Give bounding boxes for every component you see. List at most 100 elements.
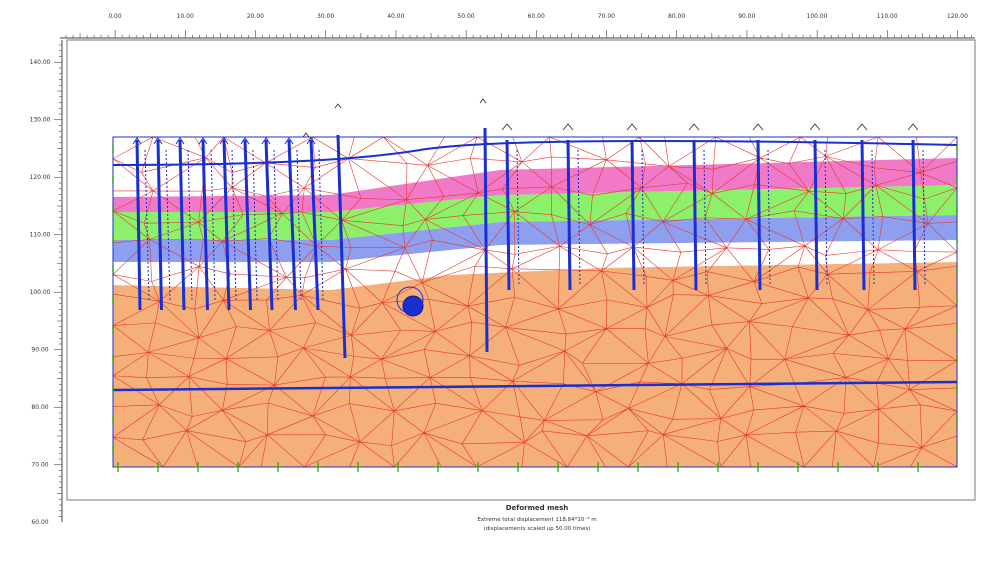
- anchor: [871, 149, 875, 286]
- rulers: 0.00 10.00 20.00 30.00 40.00 50.00 60.00 70.00 8…: [30, 13, 972, 526]
- fixity: [234, 462, 242, 472]
- fixity: [674, 462, 682, 472]
- top-ruler-label: 40.00: [387, 13, 404, 20]
- top-ruler-label: 80.00: [668, 13, 685, 20]
- anchor: [922, 149, 926, 286]
- pile: [135, 139, 142, 311]
- anchor: [824, 149, 828, 286]
- pile: [243, 139, 252, 311]
- tunnel-outline: [396, 286, 424, 314]
- anchor-head: [153, 137, 163, 145]
- fixity: [194, 462, 202, 472]
- anchor-head: [198, 137, 208, 145]
- anchor-head: [856, 123, 868, 131]
- top-ruler-label: 100.00: [807, 13, 828, 20]
- left-ruler-label: 70.00: [31, 462, 48, 469]
- pile: [264, 139, 274, 311]
- pile: [309, 139, 320, 311]
- top-ruler-label: 70.00: [598, 13, 615, 20]
- anchor: [252, 149, 258, 301]
- fixity: [474, 462, 482, 472]
- fixity: [594, 462, 602, 472]
- fixity: [314, 462, 322, 472]
- top-ruler-label: 90.00: [738, 13, 755, 20]
- anchor-head: [175, 137, 185, 145]
- tunnel: [402, 295, 424, 317]
- pile: [813, 139, 819, 291]
- pile: [505, 139, 511, 291]
- pile: [566, 139, 572, 291]
- geogrid: [112, 380, 958, 392]
- top-ruler-label: 110.00: [877, 13, 898, 20]
- pile: [911, 139, 917, 291]
- left-ruler-label: 80.00: [31, 404, 48, 411]
- soil-blue: [113, 215, 957, 262]
- fixity: [834, 462, 842, 472]
- pile: [201, 139, 209, 311]
- pile: [156, 139, 163, 311]
- fixity: [554, 462, 562, 472]
- top-ruler-label: 0.00: [108, 13, 122, 20]
- soil-orange: [113, 262, 957, 467]
- soil-pink: [113, 158, 957, 212]
- top-ruler-label: 20.00: [247, 13, 264, 20]
- fixity: [794, 462, 802, 472]
- fixity: [354, 462, 362, 472]
- anchor-head: [562, 123, 574, 131]
- fixity: [634, 462, 642, 472]
- anchor-head: [626, 123, 638, 131]
- left-ruler-label: 130.00: [30, 117, 51, 124]
- caption-line: (displacements scaled up 50.00 times): [484, 526, 591, 532]
- anchor: [144, 149, 150, 301]
- structures: [112, 98, 958, 472]
- left-ruler-label: 120.00: [30, 174, 51, 181]
- model: [113, 137, 957, 467]
- fixity: [874, 462, 882, 472]
- anchor-head: [334, 103, 342, 109]
- fixity: [114, 462, 122, 472]
- pile: [630, 139, 636, 291]
- anchor-head: [479, 98, 487, 104]
- anchor: [165, 149, 171, 301]
- anchor: [703, 149, 707, 286]
- left-ruler-label: 100.00: [30, 289, 51, 296]
- anchor-head: [302, 132, 310, 138]
- anchor-head: [688, 123, 700, 131]
- surface-line: [112, 140, 958, 166]
- anchor-head: [219, 137, 229, 145]
- top-ruler-label: 120.00: [947, 13, 968, 20]
- anchor-head: [240, 137, 250, 145]
- soil-white: [113, 240, 957, 290]
- anchor: [210, 149, 216, 301]
- fixity: [274, 462, 282, 472]
- anchor: [516, 149, 520, 286]
- anchor: [273, 149, 279, 301]
- anchor-head: [907, 123, 919, 131]
- fixity: [754, 462, 762, 472]
- pile: [178, 139, 186, 311]
- left-ruler-label: 60.00: [31, 519, 48, 526]
- fixity: [714, 462, 722, 472]
- anchor: [231, 149, 237, 301]
- anchor-head: [306, 137, 316, 145]
- anchor-head: [809, 123, 821, 131]
- anchor: [577, 149, 581, 286]
- anchor-head: [501, 123, 513, 131]
- soil-green: [113, 185, 957, 240]
- left-ruler-label: 90.00: [31, 347, 48, 354]
- top-ruler-label: 10.00: [177, 13, 194, 20]
- anchor-head: [261, 137, 271, 145]
- mesh: [113, 137, 957, 467]
- mesh-lines: [113, 137, 957, 467]
- left-ruler-label: 110.00: [30, 232, 51, 239]
- top-ruler-label: 50.00: [457, 13, 474, 20]
- top-ruler-label: 30.00: [317, 13, 334, 20]
- anchor: [767, 149, 771, 286]
- fixity: [154, 462, 162, 472]
- anchor: [318, 149, 324, 301]
- fixity: [514, 462, 522, 472]
- anchor-head: [132, 137, 142, 145]
- fixity: [434, 462, 442, 472]
- top-ruler-label: 60.00: [528, 13, 545, 20]
